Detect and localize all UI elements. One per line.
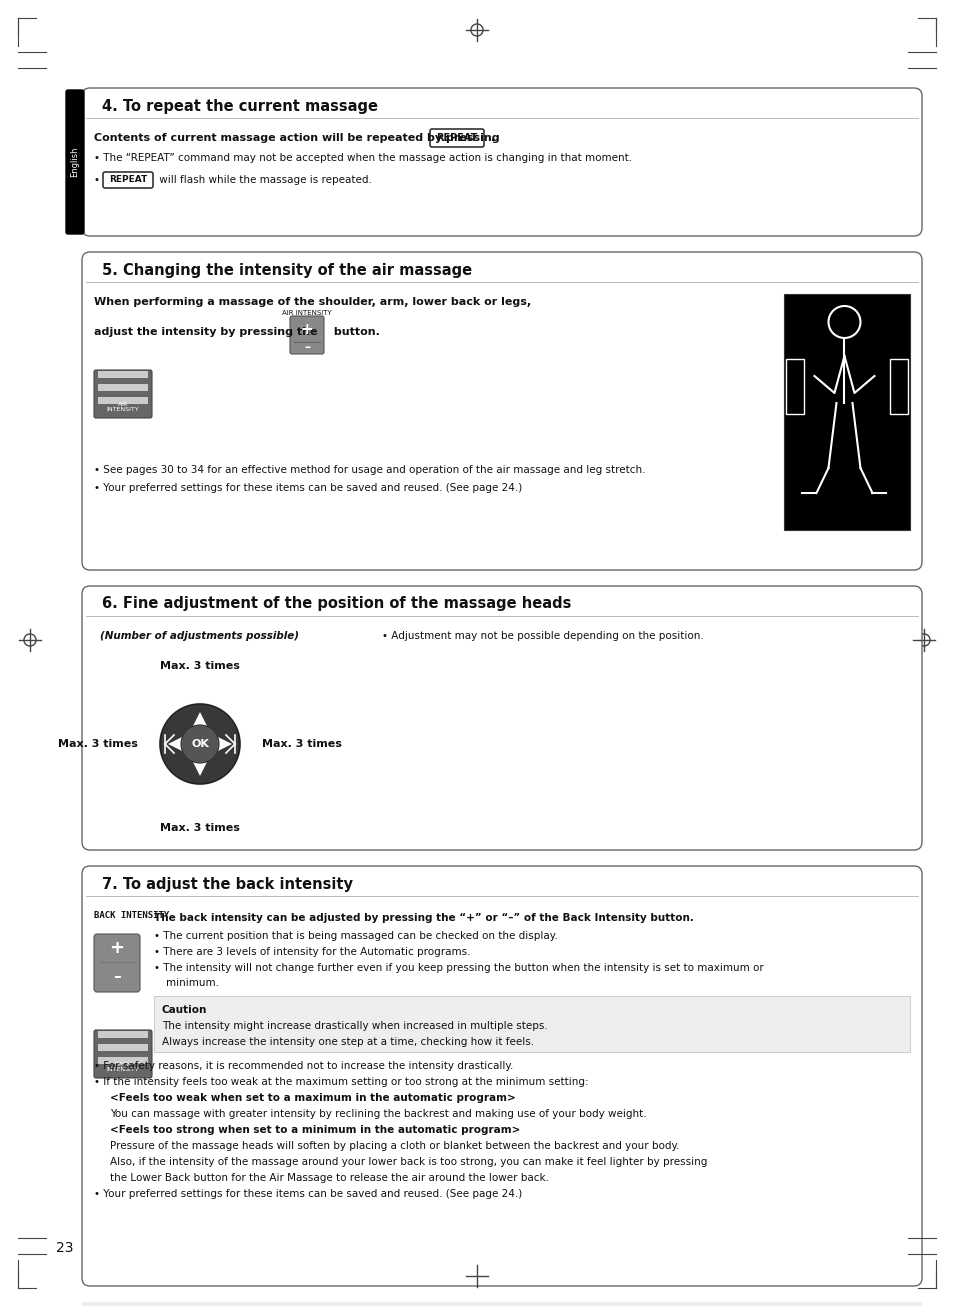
Bar	[82, 1302, 921, 1306]
Text: +: +	[300, 323, 313, 337]
Bar	[98, 1057, 148, 1064]
Text: Caution: Caution	[162, 1006, 207, 1015]
Bar	[783, 294, 909, 530]
Text: Max. 3 times: Max. 3 times	[160, 823, 240, 833]
Text: .: .	[486, 133, 495, 142]
FancyBboxPatch shape	[103, 172, 152, 188]
Text: Max. 3 times: Max. 3 times	[160, 661, 240, 671]
Polygon shape	[193, 712, 207, 726]
Text: Pressure of the massage heads will soften by placing a cloth or blanket between : Pressure of the massage heads will softe…	[110, 1141, 679, 1151]
Text: Contents of current massage action will be repeated by pressing: Contents of current massage action will …	[94, 133, 499, 142]
Polygon shape	[218, 737, 232, 751]
FancyBboxPatch shape	[82, 88, 921, 236]
Text: • The “REPEAT” command may not be accepted when the massage action is changing i: • The “REPEAT” command may not be accept…	[94, 153, 632, 163]
Bar	[785, 359, 803, 414]
Text: REPEAT: REPEAT	[436, 133, 477, 142]
Text: • Your preferred settings for these items can be saved and reused. (See page 24.: • Your preferred settings for these item…	[94, 1188, 521, 1199]
Polygon shape	[168, 737, 182, 751]
Text: button.: button.	[330, 326, 379, 337]
Text: AIR
INTENSITY: AIR INTENSITY	[107, 402, 139, 413]
FancyBboxPatch shape	[94, 1030, 152, 1077]
Text: Always increase the intensity one step at a time, checking how it feels.: Always increase the intensity one step a…	[162, 1037, 534, 1047]
Text: The back intensity can be adjusted by pressing the “+” or “–” of the Back Intens: The back intensity can be adjusted by pr…	[153, 913, 693, 923]
Bar	[889, 359, 907, 414]
Text: • Your preferred settings for these items can be saved and reused. (See page 24.: • Your preferred settings for these item…	[94, 483, 521, 492]
Text: You can massage with greater intensity by reclining the backrest and making use : You can massage with greater intensity b…	[110, 1109, 646, 1119]
Text: will flash while the massage is repeated.: will flash while the massage is repeated…	[156, 175, 372, 185]
Text: –: –	[304, 341, 310, 354]
Circle shape	[160, 704, 240, 784]
Text: • For safety reasons, it is recommended not to increase the intensity drasticall: • For safety reasons, it is recommended …	[94, 1060, 513, 1071]
Text: 7. To adjust the back intensity: 7. To adjust the back intensity	[102, 876, 353, 892]
Text: adjust the intensity by pressing the: adjust the intensity by pressing the	[94, 326, 317, 337]
Text: • See pages 30 to 34 for an effective method for usage and operation of the air : • See pages 30 to 34 for an effective me…	[94, 465, 645, 475]
Text: 23: 23	[56, 1241, 73, 1255]
Text: • The intensity will not change further even if you keep pressing the button whe: • The intensity will not change further …	[153, 963, 763, 973]
Text: (Number of adjustments possible): (Number of adjustments possible)	[100, 631, 298, 641]
FancyBboxPatch shape	[94, 934, 140, 993]
FancyBboxPatch shape	[290, 316, 324, 354]
Text: • If the intensity feels too weak at the maximum setting or too strong at the mi: • If the intensity feels too weak at the…	[94, 1077, 588, 1087]
Bar	[98, 397, 148, 404]
Text: REPEAT: REPEAT	[109, 175, 147, 184]
Bar	[98, 384, 148, 390]
Bar	[98, 1043, 148, 1051]
Text: • The current position that is being massaged can be checked on the display.: • The current position that is being mas…	[153, 931, 558, 942]
FancyBboxPatch shape	[66, 90, 84, 234]
Text: English: English	[71, 146, 79, 178]
FancyBboxPatch shape	[94, 370, 152, 418]
Circle shape	[181, 725, 219, 763]
Text: Max. 3 times: Max. 3 times	[262, 739, 341, 750]
Text: AIR INTENSITY: AIR INTENSITY	[282, 310, 332, 316]
Polygon shape	[193, 761, 207, 776]
Text: <Feels too weak when set to a maximum in the automatic program>: <Feels too weak when set to a maximum in…	[110, 1093, 516, 1104]
Text: BACK
INTENSITY: BACK INTENSITY	[107, 1062, 139, 1072]
Bar	[98, 371, 148, 377]
Text: The intensity might increase drastically when increased in multiple steps.: The intensity might increase drastically…	[162, 1021, 547, 1030]
Text: minimum.: minimum.	[166, 978, 219, 989]
Text: +: +	[110, 939, 125, 957]
Text: Also, if the intensity of the massage around your lower back is too strong, you : Also, if the intensity of the massage ar…	[110, 1157, 706, 1168]
Text: 5. Changing the intensity of the air massage: 5. Changing the intensity of the air mas…	[102, 263, 472, 277]
Text: –: –	[113, 969, 121, 983]
Text: the Lower Back button for the Air Massage to release the air around the lower ba: the Lower Back button for the Air Massag…	[110, 1173, 548, 1183]
Text: •: •	[94, 175, 103, 185]
Text: OK: OK	[191, 739, 209, 750]
Text: Max. 3 times: Max. 3 times	[58, 739, 138, 750]
Bar	[98, 1030, 148, 1038]
Text: • Adjustment may not be possible depending on the position.: • Adjustment may not be possible dependi…	[381, 631, 703, 641]
Text: When performing a massage of the shoulder, arm, lower back or legs,: When performing a massage of the shoulde…	[94, 296, 531, 307]
Text: 6. Fine adjustment of the position of the massage heads: 6. Fine adjustment of the position of th…	[102, 597, 571, 611]
Text: 4. To repeat the current massage: 4. To repeat the current massage	[102, 98, 377, 114]
FancyBboxPatch shape	[82, 866, 921, 1286]
Text: <Feels too strong when set to a minimum in the automatic program>: <Feels too strong when set to a minimum …	[110, 1124, 519, 1135]
Text: • There are 3 levels of intensity for the Automatic programs.: • There are 3 levels of intensity for th…	[153, 947, 470, 957]
Text: BACK INTENSITY: BACK INTENSITY	[94, 912, 169, 921]
FancyBboxPatch shape	[82, 586, 921, 850]
Bar	[153, 996, 909, 1053]
FancyBboxPatch shape	[430, 129, 483, 148]
FancyBboxPatch shape	[82, 252, 921, 569]
